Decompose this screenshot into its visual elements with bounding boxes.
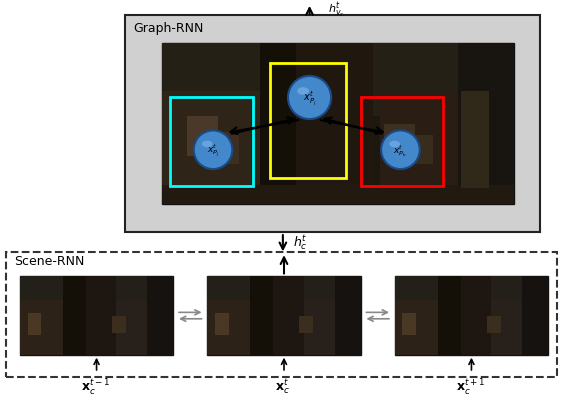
Bar — [296, 44, 373, 205]
Bar — [261, 44, 324, 205]
Bar — [438, 277, 461, 355]
Ellipse shape — [381, 131, 420, 170]
Bar — [361, 98, 443, 186]
Bar — [147, 277, 173, 355]
Bar — [162, 185, 514, 205]
Bar — [20, 277, 173, 355]
Bar — [215, 132, 239, 164]
Bar — [395, 277, 548, 355]
Bar — [6, 253, 557, 377]
Bar — [207, 277, 361, 355]
Bar — [170, 98, 253, 186]
Bar — [380, 92, 458, 205]
Bar — [522, 277, 548, 355]
Bar — [304, 300, 335, 355]
Bar — [86, 277, 116, 355]
Ellipse shape — [389, 141, 400, 148]
Bar — [186, 116, 218, 156]
Text: $h^t_{v_c}$: $h^t_{v_c}$ — [328, 0, 345, 20]
Ellipse shape — [288, 77, 331, 120]
Bar — [215, 314, 229, 335]
Bar — [207, 277, 361, 312]
Bar — [487, 316, 500, 333]
Text: Graph-RNN: Graph-RNN — [133, 22, 204, 35]
Bar — [384, 124, 415, 160]
Bar — [63, 277, 86, 355]
Text: $h^t_c$: $h^t_c$ — [293, 233, 307, 252]
Bar — [27, 314, 41, 335]
Bar — [461, 92, 490, 188]
Bar — [112, 316, 126, 333]
Bar — [125, 16, 540, 233]
Bar — [20, 300, 63, 355]
Bar — [408, 136, 433, 164]
Bar — [402, 314, 416, 335]
Bar — [162, 44, 514, 116]
Text: $\mathbf{x}^{t-1}_c$: $\mathbf{x}^{t-1}_c$ — [81, 377, 110, 397]
Text: $x^t_{P_i}$: $x^t_{P_i}$ — [303, 89, 316, 107]
Text: $\mathbf{x}^{t}_c$: $\mathbf{x}^{t}_c$ — [275, 377, 290, 396]
Ellipse shape — [202, 141, 212, 148]
Text: $x^t_{P_k}$: $x^t_{P_k}$ — [394, 142, 407, 158]
Bar — [299, 316, 313, 333]
Ellipse shape — [194, 131, 232, 170]
Bar — [461, 277, 491, 355]
Bar — [207, 300, 250, 355]
Bar — [162, 44, 514, 205]
Bar — [458, 44, 514, 205]
Ellipse shape — [297, 88, 309, 95]
Bar — [395, 300, 438, 355]
Bar — [273, 277, 304, 355]
Text: Scene-RNN: Scene-RNN — [14, 255, 85, 267]
Bar — [20, 277, 173, 312]
Bar — [335, 277, 361, 355]
Bar — [250, 277, 273, 355]
Bar — [491, 300, 522, 355]
Bar — [116, 300, 147, 355]
Text: $\mathbf{x}^{t+1}_c$: $\mathbf{x}^{t+1}_c$ — [456, 377, 485, 397]
Text: $x^t_{P_j}$: $x^t_{P_j}$ — [207, 142, 219, 159]
Bar — [395, 277, 548, 312]
Bar — [162, 92, 274, 205]
Bar — [270, 64, 346, 178]
